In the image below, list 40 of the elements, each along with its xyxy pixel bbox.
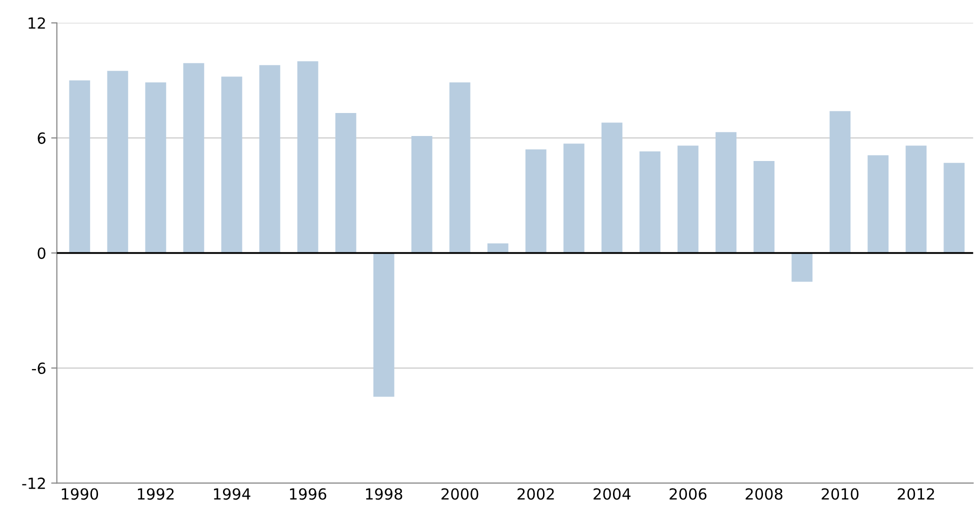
bar	[297, 61, 318, 253]
bar	[830, 111, 851, 253]
y-tick-label: -12	[22, 478, 45, 489]
x-tick-label: 1998	[366, 488, 402, 500]
bar	[411, 136, 432, 253]
bar	[640, 151, 660, 253]
y-tick-label: 6	[38, 132, 46, 144]
bar	[678, 146, 698, 253]
x-tick-label: 2008	[746, 488, 782, 500]
bar	[792, 252, 812, 282]
x-tick-label: 2002	[518, 488, 554, 500]
x-tick-label: 1990	[62, 488, 98, 500]
x-tick-label: 1996	[290, 488, 326, 500]
x-tick-label: 2012	[898, 488, 934, 500]
y-tick-label: 12	[28, 17, 45, 29]
x-tick-label: 2000	[442, 488, 478, 500]
y-tick-label: -6	[32, 362, 46, 374]
bar	[449, 82, 470, 253]
x-tick-label: 1994	[214, 488, 250, 500]
x-tick-label: 1992	[138, 488, 174, 500]
bar	[944, 162, 965, 253]
bar	[373, 252, 394, 397]
bar	[335, 113, 356, 253]
x-tick-label: 2004	[594, 488, 631, 500]
bar	[906, 146, 927, 253]
bar	[221, 76, 242, 253]
bar	[601, 122, 622, 253]
bar	[183, 63, 204, 253]
y-tick-label: 0	[38, 247, 46, 259]
x-tick-label: 2006	[670, 488, 706, 500]
bar	[259, 65, 280, 253]
bar	[563, 144, 584, 253]
x-tick-label: 2010	[822, 488, 858, 500]
bar	[107, 70, 128, 253]
bar	[145, 82, 166, 253]
bar	[754, 160, 774, 253]
bar	[525, 149, 546, 253]
bar	[868, 155, 889, 253]
bar	[716, 132, 736, 253]
bar	[69, 80, 90, 253]
